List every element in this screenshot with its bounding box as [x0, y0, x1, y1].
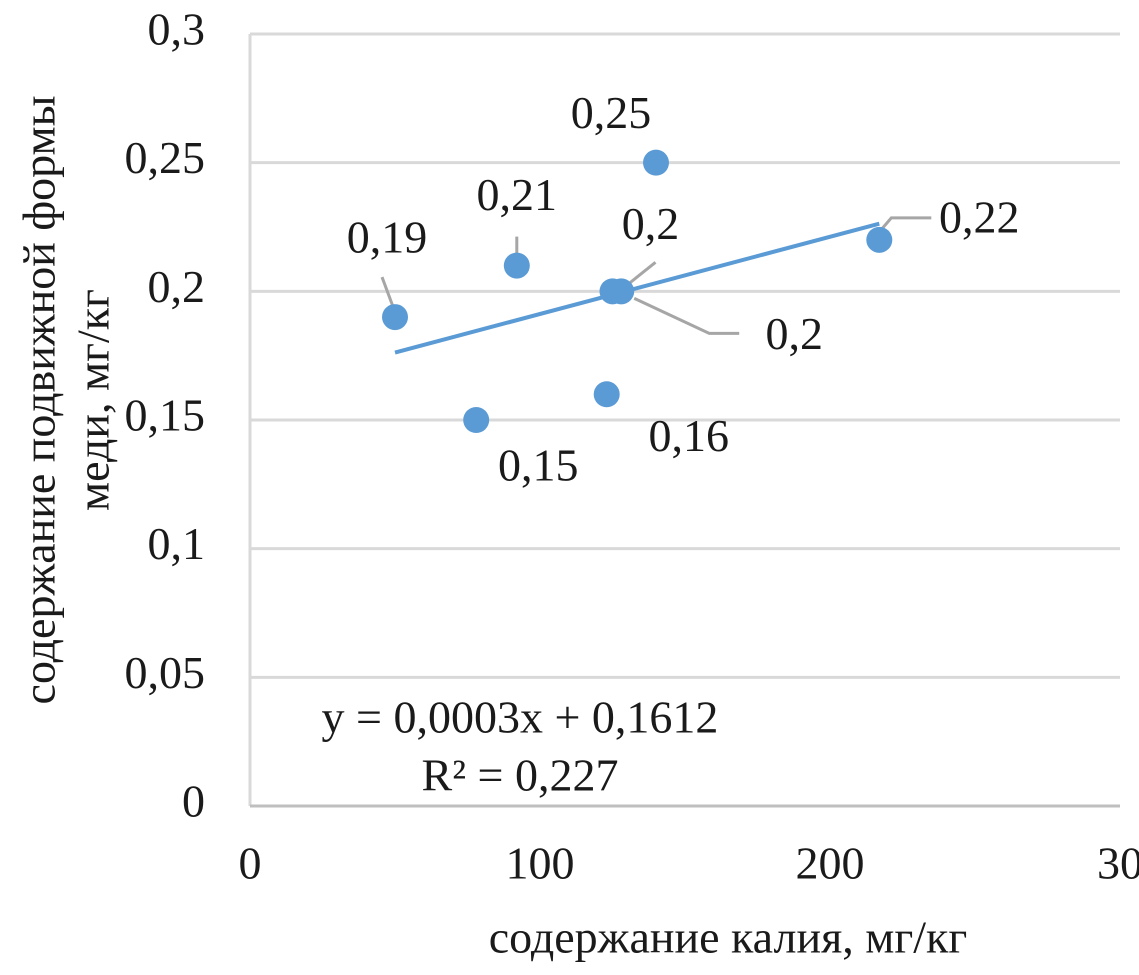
data-label: 0,21: [477, 169, 558, 220]
data-label: 0,2: [765, 308, 823, 359]
y-tick-label: 0,3: [148, 4, 206, 55]
data-label: 0,16: [648, 410, 729, 461]
x-tick-label: 0: [239, 838, 262, 889]
y-tick-label: 0: [182, 776, 205, 827]
trend-r2: R² = 0,227: [422, 750, 619, 801]
point: [593, 381, 620, 408]
y-tick-label: 0,05: [125, 647, 206, 698]
y-axis-title: меди, мг/кг: [68, 289, 119, 511]
leader-line: [633, 296, 740, 335]
point: [643, 149, 669, 176]
data-label: 0,19: [347, 212, 428, 263]
x-tick-label: 200: [796, 838, 865, 889]
x-tick-label: 100: [506, 838, 575, 889]
y-tick-label: 0,2: [148, 261, 206, 312]
trendline: [394, 221, 880, 355]
x-axis-title: содержание калия, мг/кг: [489, 912, 967, 963]
y-tick-label: 0,15: [125, 390, 206, 441]
y-tick-label: 0,25: [125, 132, 206, 183]
leader-line: [878, 216, 932, 233]
point: [503, 252, 530, 279]
x-tick-label: 30: [1097, 838, 1139, 889]
data-label: 0,15: [498, 440, 579, 491]
data-label: 0,25: [571, 87, 652, 138]
data-label: 0,22: [939, 191, 1020, 242]
y-axis-title: содержание подвижной формы: [14, 96, 65, 705]
point: [608, 278, 635, 305]
data-label: 0,2: [622, 198, 680, 249]
trend-equation: y = 0,0003x + 0,1612: [322, 692, 719, 743]
point: [382, 304, 408, 331]
point: [463, 407, 490, 433]
y-tick-label: 0,1: [148, 518, 206, 569]
point: [866, 226, 893, 253]
